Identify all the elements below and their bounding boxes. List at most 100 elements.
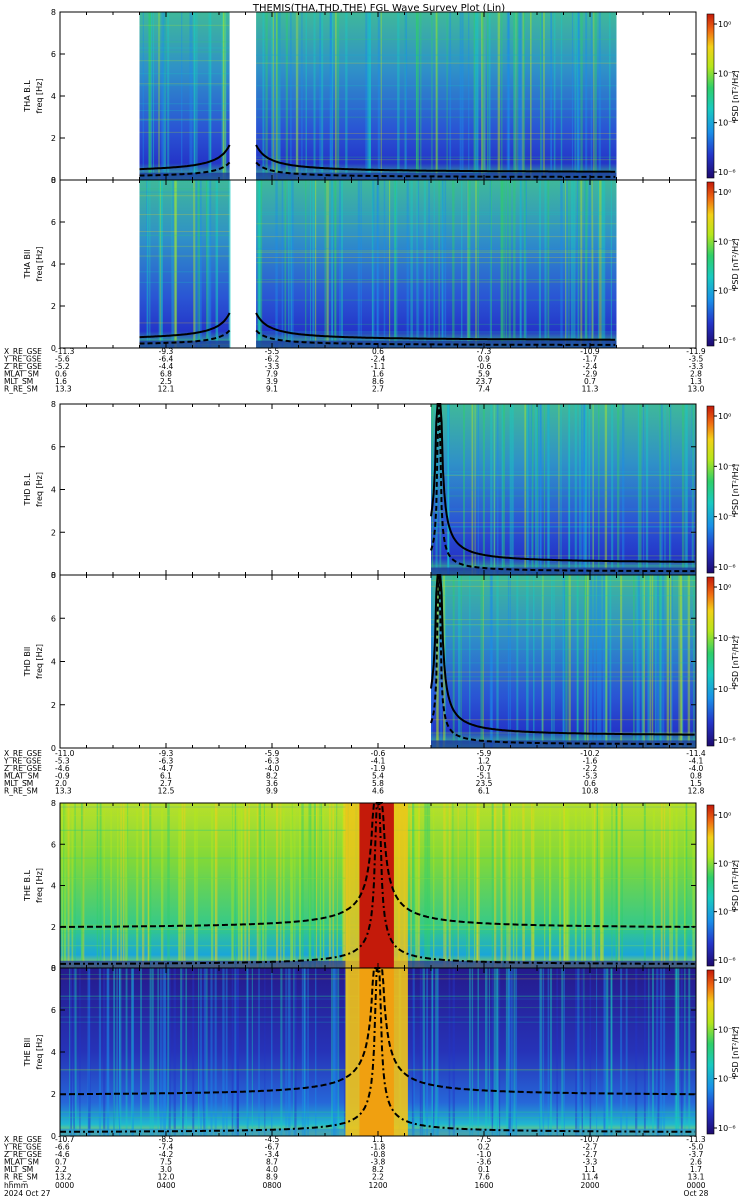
spectrogram-streak	[549, 803, 552, 968]
spectrogram-band	[431, 619, 696, 621]
spectrogram-streak	[483, 12, 486, 180]
spectrogram-streak	[417, 12, 419, 180]
spectrogram-streak	[160, 180, 163, 348]
spectrogram-band	[256, 257, 617, 259]
spectrogram-streak	[562, 575, 564, 748]
spectrogram-streak	[98, 968, 102, 1136]
spectrogram-streak	[228, 180, 231, 348]
spectrogram-streak	[645, 404, 649, 575]
spectrogram-streak	[147, 803, 149, 968]
ephemeris-value: 1.2	[478, 757, 490, 766]
spectrogram-streak	[583, 404, 586, 575]
freq-tick-label: 2	[51, 528, 56, 537]
spectrogram-streak	[69, 968, 71, 1136]
ephemeris-row-name: Y_RE_GSE	[3, 757, 42, 766]
spectrogram-band	[256, 61, 617, 63]
ephemeris-value: 13.3	[55, 787, 72, 796]
spectrogram-streak	[291, 803, 294, 968]
freq-tick-label: 8	[51, 176, 56, 185]
freq-tick-label: 0	[51, 1132, 56, 1141]
freq-tick-label: 2	[51, 923, 56, 932]
spectrogram-band	[139, 60, 230, 62]
time-axis-labels: hhmm 0000 0400 0800 1200 1600 2000 0000 2024 Oct…	[4, 1181, 709, 1198]
spectrogram-streak	[71, 803, 74, 968]
ephemeris-value: -1.7	[583, 355, 598, 364]
spectrogram-streak	[452, 575, 455, 748]
spectrogram-streak	[635, 968, 638, 1136]
spectrogram-streak	[116, 803, 119, 968]
spectrogram-streak	[648, 968, 650, 1136]
ephemeris-value: -6.6	[55, 1143, 70, 1152]
ephemeris-row-name: MLT_SM	[4, 377, 33, 386]
spectrogram-streak	[474, 12, 476, 180]
spectrogram-streak	[583, 575, 586, 748]
spectrogram-streak	[493, 404, 496, 575]
colorbar	[706, 181, 715, 347]
spectrogram-streak	[158, 180, 161, 348]
spectrogram-streak	[161, 180, 163, 348]
spectrogram-streak	[523, 12, 526, 180]
colorbar-tick-label: 10⁻⁴	[718, 287, 736, 296]
spectrogram-streak	[491, 803, 494, 968]
spectrogram-streak	[649, 575, 651, 748]
spectrogram-streak	[435, 404, 438, 575]
spectrogram-band	[139, 51, 230, 53]
spectrogram-band	[256, 116, 617, 118]
spectrogram-streak	[163, 12, 167, 180]
spectrogram-streak	[643, 968, 646, 1136]
ephemeris-value: -4.1	[689, 757, 704, 766]
ephemeris-value: 6.1	[160, 772, 172, 781]
spectrogram-streak	[669, 404, 672, 575]
spectrogram-band	[139, 230, 230, 232]
spectrogram-streak	[585, 12, 588, 180]
spectrogram-streak	[468, 180, 471, 348]
spectrogram-streak	[393, 180, 396, 348]
spectrogram-streak	[559, 803, 562, 968]
ephemeris-value: 2.6	[690, 1158, 702, 1167]
spectrogram-streak	[508, 968, 511, 1136]
spectrogram-streak	[463, 404, 466, 575]
spectrogram-streak	[508, 803, 511, 968]
spectrogram-streak	[593, 575, 596, 748]
spectrogram-streak	[678, 575, 680, 748]
spectrogram-streak	[435, 575, 439, 748]
colorbar-tick-label: 10⁻⁶	[718, 168, 736, 177]
ephemeris-row-name: R_RE_SM	[4, 787, 38, 796]
spectrogram-streak	[568, 404, 570, 575]
spectrogram-streak	[158, 12, 160, 180]
spectrogram-band	[256, 156, 617, 158]
spectrogram-streak	[571, 12, 574, 180]
low-freq-band	[139, 340, 230, 348]
spectrogram-streak	[208, 12, 211, 180]
spectrogram-band	[139, 84, 230, 86]
spectrogram-streak	[163, 12, 166, 180]
spectrogram-streak	[593, 803, 596, 968]
spectrogram-streak	[530, 803, 533, 968]
spectrogram-streak	[589, 575, 593, 748]
spectrogram-band	[431, 471, 696, 473]
spectrogram-streak	[609, 575, 612, 748]
spectrogram-panel: 0 2 4 6 8 THD B.L freq [Hz] 10⁰ 10⁻² 10⁻⁴ 10⁻⁶ PSD …	[23, 400, 740, 580]
spectrogram-streak	[681, 575, 683, 748]
ephemeris-value: 1.1	[372, 1135, 384, 1144]
spectrogram-streak	[591, 803, 593, 968]
ephemeris-value: 7.5	[160, 1158, 172, 1167]
spectrogram-streak	[167, 803, 170, 968]
colorbar	[706, 969, 715, 1135]
spectrogram-streak	[280, 968, 283, 1136]
ephemeris-value: -0.6	[477, 362, 492, 371]
spectrogram-streak	[221, 12, 225, 180]
spectrogram-streak	[540, 12, 542, 180]
spectrogram-streak	[288, 180, 290, 348]
spectrogram-streak	[419, 968, 422, 1136]
spectrogram-streak	[312, 180, 315, 348]
ephemeris-value: 2.5	[160, 377, 172, 386]
spectrogram-streak	[377, 12, 380, 180]
spectrogram-streak	[577, 12, 580, 180]
spectrogram-streak	[598, 575, 602, 748]
ephemeris-value: 0.7	[584, 377, 596, 386]
spectrogram-streak	[294, 803, 296, 968]
spectrogram-streak	[499, 968, 501, 1136]
spectrogram-streak	[575, 968, 578, 1136]
spectrogram-streak	[488, 968, 490, 1136]
